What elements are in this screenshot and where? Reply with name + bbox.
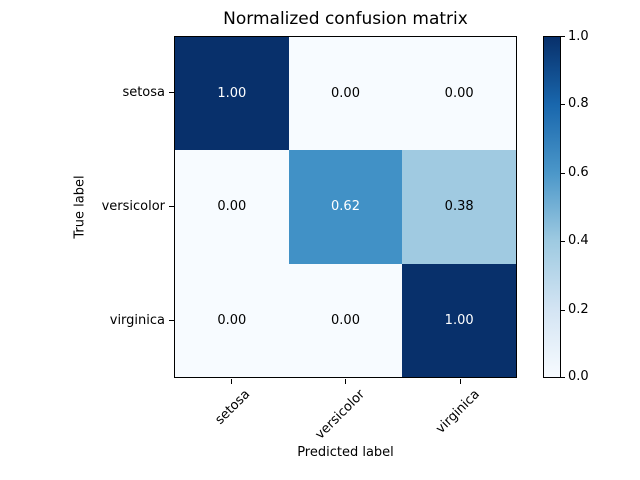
colorbar-tick-mark bbox=[561, 310, 565, 311]
colorbar-tick-mark bbox=[561, 36, 565, 37]
y-tick-label: versicolor bbox=[101, 199, 165, 214]
chart-title: Normalized confusion matrix bbox=[223, 9, 468, 29]
heatmap-cell: 0.00 bbox=[402, 37, 516, 151]
heatmap-cell: 0.00 bbox=[175, 263, 289, 377]
colorbar-tick-mark bbox=[561, 241, 565, 242]
heatmap-cell: 1.00 bbox=[175, 37, 289, 151]
colorbar-tick-label: 0.4 bbox=[568, 233, 589, 248]
colorbar-tick-mark bbox=[561, 173, 565, 174]
y-tick-mark bbox=[169, 206, 174, 207]
colorbar-tick-mark bbox=[561, 377, 565, 378]
heatmap-cell: 0.38 bbox=[402, 150, 516, 264]
x-tick-label: versicolor bbox=[312, 387, 368, 443]
heatmap-cell: 0.62 bbox=[288, 150, 403, 264]
y-tick-mark bbox=[169, 92, 174, 93]
x-tick-mark bbox=[345, 379, 346, 384]
y-axis-label: True label bbox=[72, 175, 88, 239]
heatmap: 1.00 0.00 0.00 0.00 0.62 0.38 0.00 0.00 … bbox=[174, 36, 517, 378]
x-tick-mark bbox=[231, 379, 232, 384]
heatmap-cell: 0.00 bbox=[288, 263, 403, 377]
heatmap-cell: 1.00 bbox=[402, 263, 516, 377]
colorbar-tick-label: 0.6 bbox=[568, 165, 589, 180]
colorbar-gradient bbox=[543, 36, 561, 378]
colorbar-tick-label: 1.0 bbox=[568, 29, 589, 44]
heatmap-cell: 0.00 bbox=[175, 150, 289, 264]
x-axis-label: Predicted label bbox=[297, 445, 394, 460]
y-tick-label: setosa bbox=[122, 85, 165, 100]
colorbar-tick-label: 0.8 bbox=[568, 96, 589, 111]
y-tick-label: virginica bbox=[109, 313, 165, 328]
heatmap-cell: 0.00 bbox=[288, 37, 403, 151]
colorbar-tick-label: 0.2 bbox=[568, 302, 589, 317]
x-tick-mark bbox=[460, 379, 461, 384]
x-tick-label: setosa bbox=[212, 387, 254, 428]
y-tick-mark bbox=[169, 320, 174, 321]
x-tick-label: virginica bbox=[432, 387, 483, 437]
colorbar-tick-mark bbox=[561, 104, 565, 105]
colorbar-tick-label: 0.0 bbox=[568, 369, 589, 384]
